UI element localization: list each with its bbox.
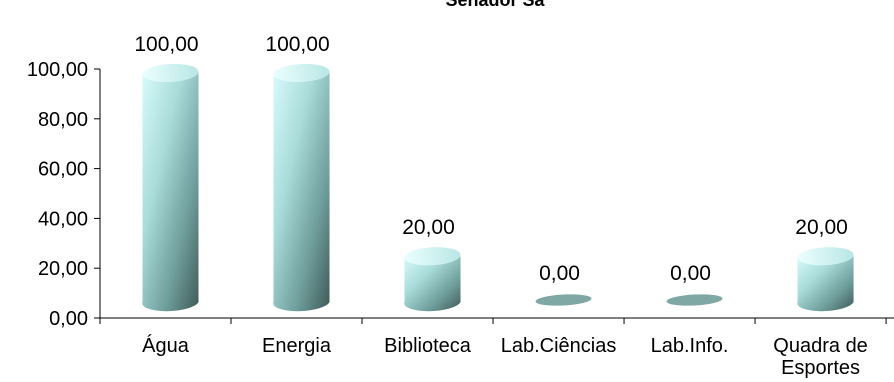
x-category-label: Energia xyxy=(262,335,332,357)
bar-5: 20,00 xyxy=(795,216,854,312)
bar-3: 0,00 xyxy=(535,262,592,306)
bar-top xyxy=(797,247,854,266)
bars-group: 100,00 100,00 20,00 0,00 0,00 20,00 xyxy=(134,33,854,312)
bar-body xyxy=(273,73,330,312)
bar-1: 100,00 xyxy=(265,33,330,312)
x-category-label: Água xyxy=(142,334,190,357)
x-category-label: Lab.Ciências xyxy=(501,335,617,357)
bar-body xyxy=(142,73,199,312)
x-category-label: Quadra de Esportes xyxy=(773,335,868,379)
chart-title: Senador Sá xyxy=(445,0,545,10)
data-label: 100,00 xyxy=(265,33,329,56)
x-category-label: Biblioteca xyxy=(384,335,472,357)
bar-body xyxy=(404,256,461,312)
data-label: 100,00 xyxy=(134,33,198,56)
bar-top xyxy=(273,63,330,83)
bar-top xyxy=(142,63,199,83)
data-label: 20,00 xyxy=(795,216,848,239)
bar-top xyxy=(666,294,723,306)
x-category-label: Lab.Info. xyxy=(651,335,729,357)
data-label: 0,00 xyxy=(670,262,711,285)
y-tick-label: 100,00 xyxy=(27,59,88,81)
bar-4: 0,00 xyxy=(666,262,723,306)
y-tick-label: 0,00 xyxy=(49,308,88,330)
data-label: 20,00 xyxy=(402,216,455,239)
bar-body xyxy=(797,256,854,312)
bar-0: 100,00 xyxy=(134,33,199,312)
y-tick-label: 20,00 xyxy=(38,258,88,280)
y-axis: 0,00 20,00 40,00 60,00 80,00 100,00 xyxy=(27,59,101,330)
y-tick-label: 80,00 xyxy=(38,109,88,131)
y-tick-label: 60,00 xyxy=(38,159,88,181)
bar-top xyxy=(404,247,461,266)
y-tick-label: 40,00 xyxy=(38,208,88,230)
x-axis: Água Energia Biblioteca Lab.Ciências Lab.Inf… xyxy=(99,317,894,379)
bar-2: 20,00 xyxy=(402,216,461,312)
data-label: 0,00 xyxy=(539,262,580,285)
bar-top xyxy=(535,294,592,306)
